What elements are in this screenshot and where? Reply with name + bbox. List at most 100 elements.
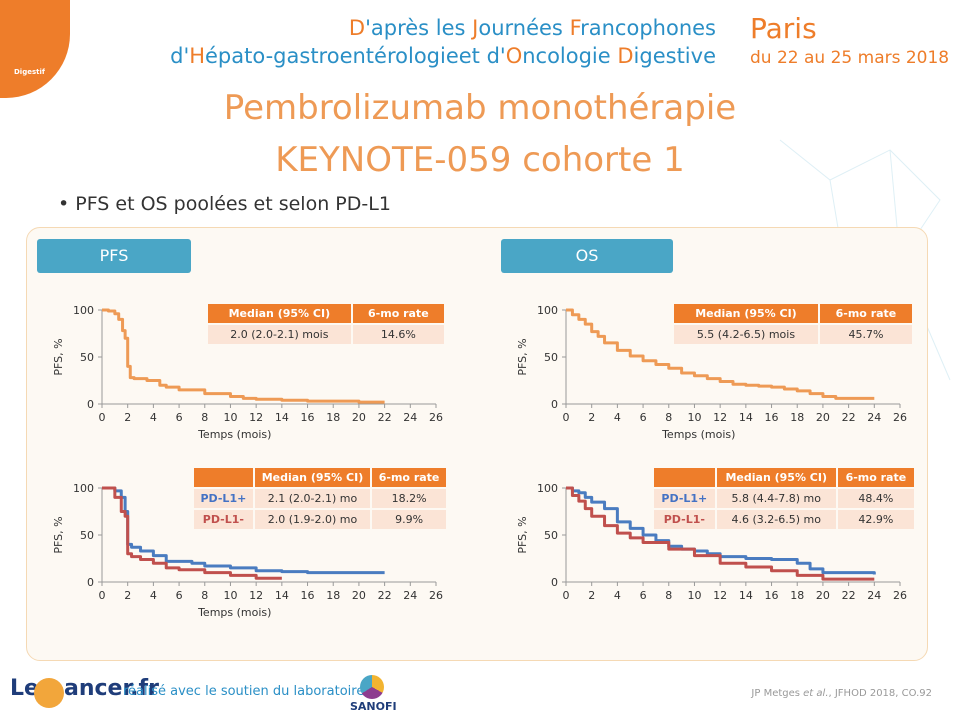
os-section-label: OS xyxy=(501,239,673,273)
x-tick-label: 4 xyxy=(150,411,157,424)
x-tick-label: 6 xyxy=(640,589,647,602)
citation: JP Metges et al., JFHOD 2018, CO.92 xyxy=(751,688,932,699)
table-header xyxy=(654,468,715,487)
os-pooled-table: Median (95% CI) 6-mo rate 5.5 (4.2-6.5) m… xyxy=(672,302,914,346)
x-tick-label: 10 xyxy=(223,589,237,602)
table-cell: 42.9% xyxy=(837,510,914,529)
y-tick-label: 100 xyxy=(73,482,94,495)
x-tick-label: 26 xyxy=(893,411,907,424)
series-line-0 xyxy=(102,486,385,575)
x-tick-label: 20 xyxy=(352,411,366,424)
table-header: 6-mo rate xyxy=(819,304,912,323)
y-tick-label: 100 xyxy=(73,304,94,317)
table-cell: PD-L1- xyxy=(194,510,253,529)
series-line-1 xyxy=(566,486,875,581)
x-axis-label: Temps (mois) xyxy=(661,428,735,441)
y-tick-label: 50 xyxy=(80,529,94,542)
sanofi-logo-text: SANOFI xyxy=(350,700,397,713)
series-line-0 xyxy=(566,308,875,400)
table-header: 6-mo rate xyxy=(352,304,444,323)
y-tick-label: 50 xyxy=(544,529,558,542)
x-tick-label: 2 xyxy=(588,589,595,602)
x-tick-label: 20 xyxy=(352,589,366,602)
x-tick-label: 24 xyxy=(403,589,417,602)
x-tick-label: 8 xyxy=(665,411,672,424)
x-axis-label: Temps (mois) xyxy=(197,606,271,619)
table-cell: 2.0 (1.9-2.0) mo xyxy=(254,510,371,529)
pfs-pdl1-table: Median (95% CI) 6-mo rate PD-L1+ 2.1 (2.0-… xyxy=(192,466,448,531)
x-tick-label: 26 xyxy=(429,589,443,602)
table-cell: PD-L1+ xyxy=(194,489,253,508)
y-tick-label: 0 xyxy=(551,576,558,589)
y-axis-label: PFS, % xyxy=(52,516,65,553)
x-tick-label: 10 xyxy=(223,411,237,424)
lecancer-logo-mark xyxy=(34,678,64,708)
series-line-0 xyxy=(566,486,876,575)
series-line-1 xyxy=(102,486,282,580)
table-cell: 48.4% xyxy=(837,489,914,508)
x-tick-label: 2 xyxy=(124,411,131,424)
x-tick-label: 24 xyxy=(403,411,417,424)
x-tick-label: 24 xyxy=(867,411,881,424)
table-header: Median (95% CI) xyxy=(208,304,351,323)
table-header xyxy=(194,468,253,487)
bullet-point: • PFS et OS poolées et selon PD-L1 xyxy=(58,193,391,215)
x-tick-label: 4 xyxy=(614,411,621,424)
x-tick-label: 6 xyxy=(176,411,183,424)
y-axis-label: PFS, % xyxy=(516,516,529,553)
x-tick-label: 14 xyxy=(275,411,289,424)
x-tick-label: 24 xyxy=(867,589,881,602)
x-tick-label: 18 xyxy=(326,589,340,602)
table-header: Median (95% CI) xyxy=(674,304,818,323)
slide-title: Pembrolizumab monothérapie xyxy=(223,88,737,128)
x-tick-label: 8 xyxy=(665,589,672,602)
badge-text: Digestif xyxy=(14,68,45,76)
results-panel xyxy=(26,227,928,661)
x-tick-label: 16 xyxy=(765,589,779,602)
x-tick-label: 2 xyxy=(124,589,131,602)
x-axis-label: Temps (mois) xyxy=(197,428,271,441)
x-tick-label: 20 xyxy=(816,589,830,602)
x-tick-label: 4 xyxy=(150,589,157,602)
x-tick-label: 12 xyxy=(249,411,263,424)
congress-dates: du 22 au 25 mars 2018 xyxy=(750,48,950,68)
x-tick-label: 0 xyxy=(99,589,106,602)
x-tick-label: 8 xyxy=(201,411,208,424)
x-tick-label: 22 xyxy=(842,589,856,602)
x-tick-label: 6 xyxy=(640,411,647,424)
y-tick-label: 0 xyxy=(87,576,94,589)
x-tick-label: 26 xyxy=(429,411,443,424)
x-tick-label: 22 xyxy=(842,411,856,424)
digestif-badge xyxy=(0,0,70,98)
y-tick-label: 0 xyxy=(551,398,558,411)
x-tick-label: 10 xyxy=(687,589,701,602)
table-cell: PD-L1- xyxy=(654,510,715,529)
congress-title-line2: d'Hépato-gastroentérologieet d'Oncologie… xyxy=(170,44,716,68)
table-cell: PD-L1+ xyxy=(654,489,715,508)
x-tick-label: 0 xyxy=(563,411,570,424)
table-cell: 5.8 (4.4-7.8) mo xyxy=(716,489,836,508)
os-pdl1-table: Median (95% CI) 6-mo rate PD-L1+ 5.8 (4.4-… xyxy=(652,466,916,531)
table-header: Median (95% CI) xyxy=(716,468,836,487)
sponsor-text: réalisé avec le soutien du laboratoire xyxy=(123,684,365,699)
sanofi-logo-icon xyxy=(360,675,384,699)
table-cell: 18.2% xyxy=(372,489,446,508)
table-header: 6-mo rate xyxy=(837,468,914,487)
x-tick-label: 4 xyxy=(614,589,621,602)
x-tick-label: 16 xyxy=(765,411,779,424)
x-tick-label: 18 xyxy=(790,411,804,424)
y-tick-label: 100 xyxy=(537,482,558,495)
table-cell: 2.0 (2.0-2.1) mois xyxy=(208,325,351,344)
x-tick-label: 0 xyxy=(563,589,570,602)
table-cell: 2.1 (2.0-2.1) mo xyxy=(254,489,371,508)
x-tick-label: 18 xyxy=(790,589,804,602)
series-line-0 xyxy=(102,308,385,404)
pfs-pooled-table: Median (95% CI) 6-mo rate 2.0 (2.0-2.1) m… xyxy=(206,302,446,346)
x-tick-label: 18 xyxy=(326,411,340,424)
table-cell: 9.9% xyxy=(372,510,446,529)
x-tick-label: 16 xyxy=(301,589,315,602)
